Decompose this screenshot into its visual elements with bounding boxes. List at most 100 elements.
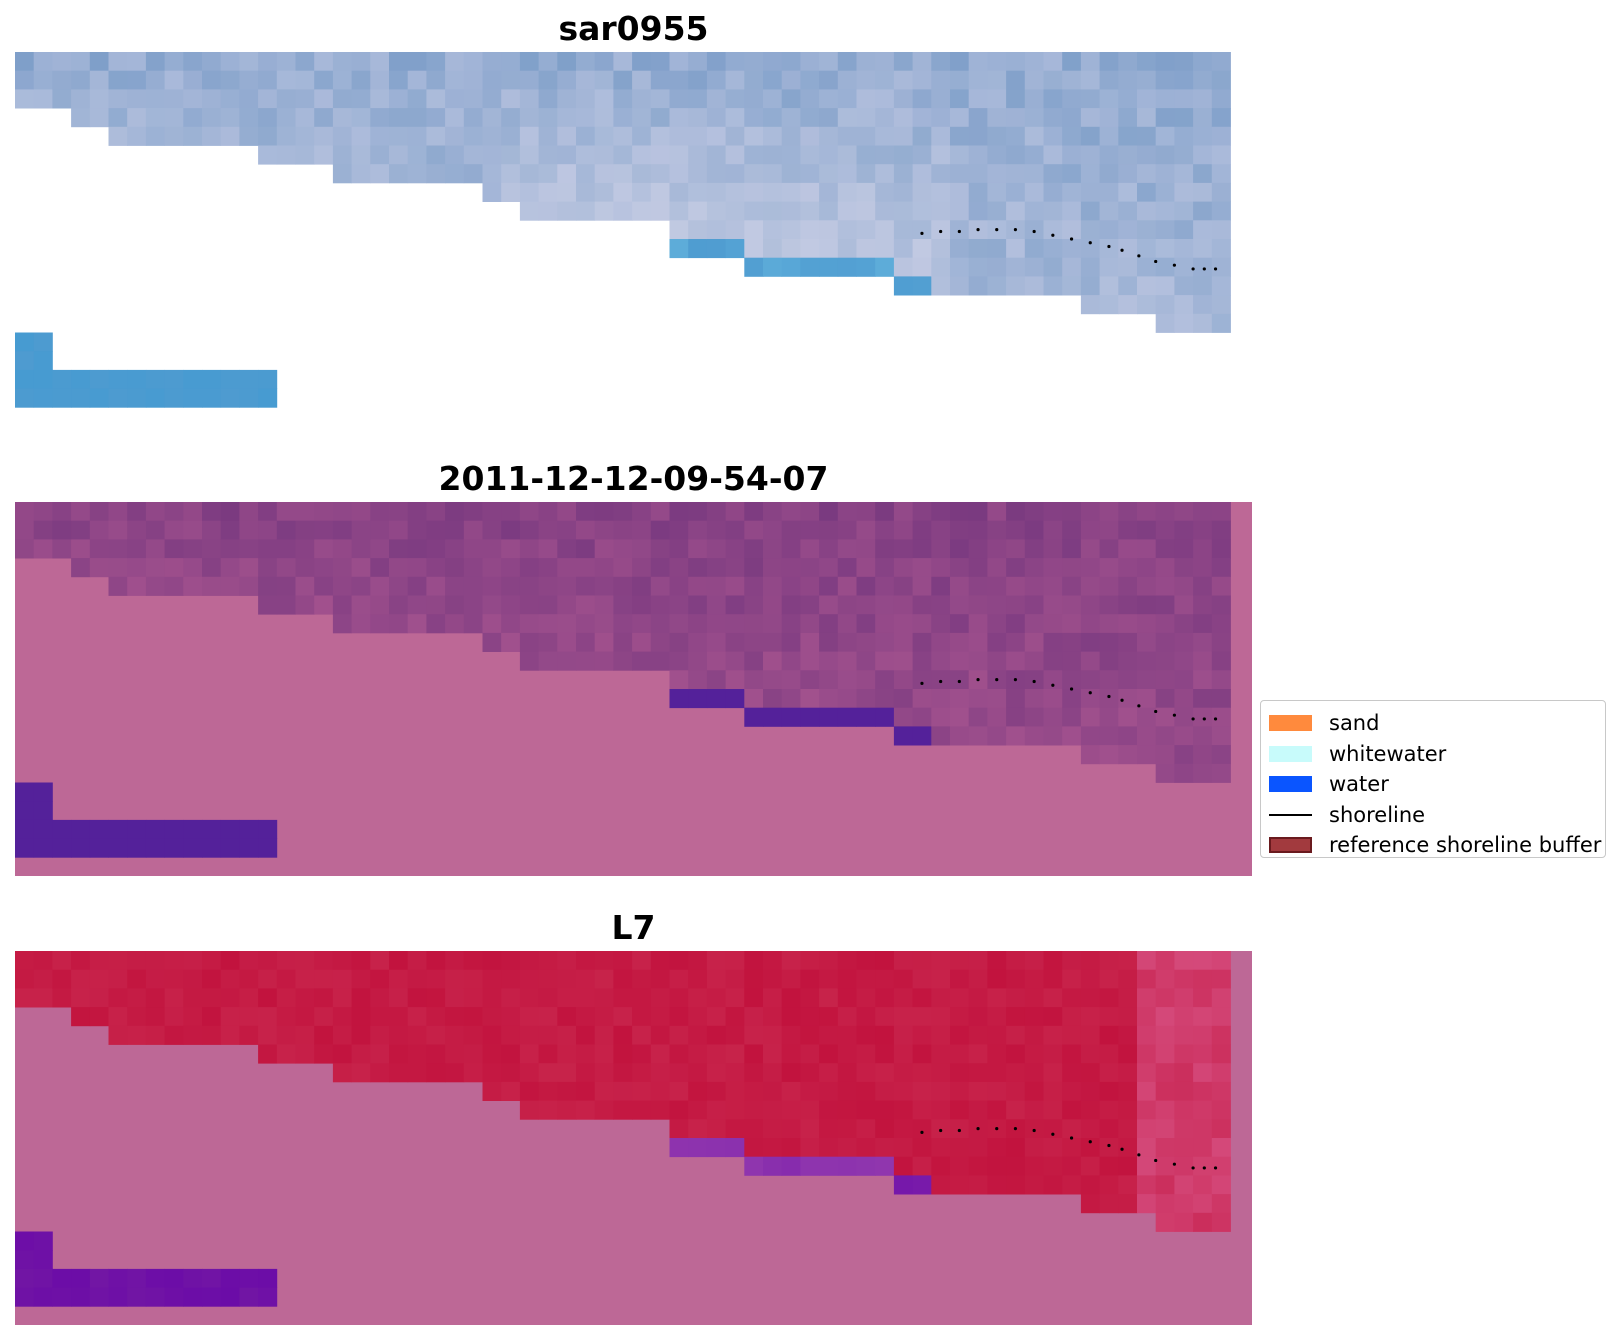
pixel-cell [1080, 1063, 1100, 1083]
pixel-cell [800, 70, 820, 90]
pixel-cell [837, 707, 857, 727]
pixel-cell [576, 1025, 596, 1045]
pixel-cell [1155, 182, 1175, 202]
pixel-cell [987, 1044, 1007, 1064]
pixel-cell [1043, 182, 1063, 202]
pixel-cell [613, 558, 633, 578]
pixel-cell [314, 576, 334, 596]
pixel-cell [837, 1138, 857, 1158]
pixel-cell [145, 126, 165, 146]
pixel-cell [501, 1044, 521, 1064]
pixel-cell [819, 520, 839, 540]
pixel-cell [519, 595, 539, 615]
pixel-cell [332, 558, 352, 578]
shoreline-point [957, 679, 961, 684]
pixel-cell [763, 988, 783, 1008]
pixel-cell [912, 670, 932, 690]
pixel-cell [164, 369, 184, 389]
pixel-cell [220, 502, 240, 522]
pixel-cell [463, 70, 483, 90]
pixel-cell [632, 1063, 652, 1083]
pixel-cell [1062, 52, 1082, 72]
pixel-cell [1137, 1100, 1157, 1120]
pixel-cell [744, 614, 764, 634]
pixel-cell [71, 1268, 91, 1288]
pixel-cell [164, 558, 184, 578]
pixel-cell [1193, 295, 1213, 315]
pixel-cell [1024, 558, 1044, 578]
pixel-cell [127, 1007, 147, 1027]
pixel-cell [893, 988, 913, 1008]
pixel-cell [1211, 951, 1231, 971]
pixel-cell [1137, 164, 1157, 184]
pixel-cell [538, 70, 558, 90]
pixel-cell [763, 502, 783, 522]
pixel-cell [576, 1063, 596, 1083]
pixel-cell [856, 145, 876, 165]
pixel-cell [183, 388, 203, 408]
pixel-cell [725, 689, 745, 709]
pixel-cell [108, 388, 128, 408]
pixel-cell [145, 70, 165, 90]
pixel-cell [744, 632, 764, 652]
pixel-cell [987, 576, 1007, 596]
pixel-cell [332, 502, 352, 522]
pixel-cell [613, 614, 633, 634]
pixel-cell [968, 1156, 988, 1176]
pixel-cell [276, 108, 296, 128]
pixel-cell [183, 951, 203, 971]
pixel-cell [1137, 558, 1157, 578]
pixel-cell [875, 89, 895, 109]
pixel-cell [202, 838, 222, 858]
pixel-cell [1080, 576, 1100, 596]
pixel-cell [370, 1025, 390, 1045]
pixel-cell [931, 52, 951, 72]
pixel-cell [1174, 145, 1194, 165]
pixel-cell [912, 632, 932, 652]
pixel-cell [594, 951, 614, 971]
pixel-cell [781, 201, 801, 221]
legend-item-shoreline: shoreline [1261, 800, 1605, 831]
pixel-cell [688, 520, 708, 540]
pixel-cell [650, 576, 670, 596]
pixel-cell [725, 1119, 745, 1139]
pixel-cell [1174, 576, 1194, 596]
pixel-cell [576, 108, 596, 128]
pixel-cell [1118, 988, 1138, 1008]
pixel-cell [1211, 295, 1231, 315]
pixel-cell [837, 520, 857, 540]
pixel-cell [1137, 988, 1157, 1008]
pixel-cell [669, 969, 689, 989]
pixel-cell [650, 89, 670, 109]
pixel-cell [1024, 1119, 1044, 1139]
pixel-cell [1080, 1081, 1100, 1101]
pixel-cell [763, 70, 783, 90]
pixel-cell [1155, 689, 1175, 709]
pixel-cell [688, 558, 708, 578]
pixel-cell [1006, 988, 1026, 1008]
pixel-cell [519, 558, 539, 578]
pixel-cell [295, 558, 315, 578]
pixel-cell [33, 70, 53, 90]
pixel-cell [1024, 182, 1044, 202]
pixel-cell [1137, 502, 1157, 522]
pixel-cell [1062, 595, 1082, 615]
pixel-cell [968, 145, 988, 165]
pixel-cell [463, 52, 483, 72]
pixel-cell [258, 52, 278, 72]
pixel-cell [576, 1007, 596, 1027]
shoreline-point [939, 679, 943, 684]
pixel-cell [875, 502, 895, 522]
pixel-cell [426, 988, 446, 1008]
pixel-cell [688, 670, 708, 690]
pixel-cell [426, 576, 446, 596]
pixel-cell [127, 558, 147, 578]
pixel-cell [781, 689, 801, 709]
pixel-cell [725, 164, 745, 184]
pixel-cell [1006, 969, 1026, 989]
pixel-cell [557, 539, 577, 559]
pixel-cell [744, 52, 764, 72]
pixel-cell [912, 558, 932, 578]
pixel-cell [258, 1025, 278, 1045]
pixel-cell [183, 520, 203, 540]
